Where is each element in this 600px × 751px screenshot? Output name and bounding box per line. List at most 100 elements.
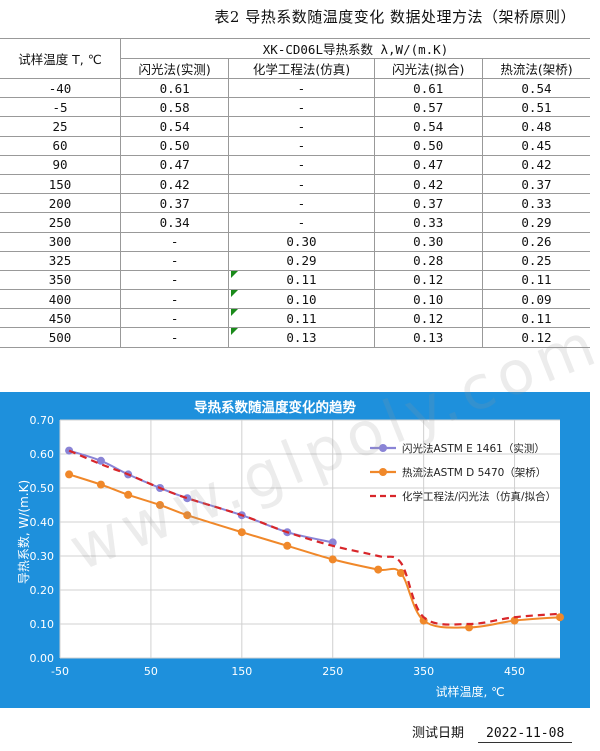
value-cell: 0.34 <box>119 212 229 233</box>
value-cell: - <box>228 97 375 118</box>
data-point-1 <box>374 565 383 574</box>
column-header-heatflow-bridged: 热流法(架桥) <box>481 58 590 79</box>
table-row: 150 0.42-0.42 0.37 <box>0 173 590 195</box>
value-cell: - <box>119 231 229 252</box>
table-row: 400-0.10 0.10 0.09 <box>0 289 590 310</box>
value-cell: 0.48 <box>481 116 590 137</box>
series-line-2 <box>68 449 561 626</box>
value-cell: 0.12 <box>481 327 590 348</box>
value-cell: - <box>119 327 229 348</box>
test-date-value: 2022-11-08 <box>478 726 573 743</box>
legend-label-0: 闪光法ASTM E 1461（实测） <box>402 442 545 455</box>
value-cell: - <box>228 193 375 214</box>
y-tick-label: 0.20 <box>30 584 55 597</box>
data-point-1 <box>396 569 405 577</box>
temperature-cell: 150 <box>0 173 121 195</box>
value-cell: 0.33 <box>481 193 590 214</box>
legend-label-2: 化学工程法/闪光法（仿真/拟合） <box>402 490 556 503</box>
value-cell: 0.50 <box>373 135 483 156</box>
data-point-1 <box>283 541 292 550</box>
value-cell: - <box>228 154 375 175</box>
temperature-cell: 250 <box>0 212 121 233</box>
value-cell: 0.54 <box>481 77 590 99</box>
value-cell: - <box>228 212 375 233</box>
table-row: 300-0.30 0.30 0.26 <box>0 231 590 252</box>
data-point-0 <box>96 456 105 465</box>
data-point-1 <box>465 623 474 632</box>
table-row: 60 0.50-0.50 0.45 <box>0 135 590 156</box>
value-cell: 0.10 <box>228 289 375 310</box>
table-row: 25 0.54-0.54 0.48 <box>0 116 590 137</box>
data-point-1 <box>65 470 74 479</box>
column-header-flash-measured: 闪光法(实测) <box>119 58 229 79</box>
value-cell: - <box>119 250 229 271</box>
x-axis-label: 试样温度, ℃ <box>435 684 504 699</box>
table-row: 250 0.34-0.33 0.29 <box>0 212 590 233</box>
column-header-flash-fitted: 闪光法(拟合) <box>373 58 483 79</box>
value-cell: - <box>119 308 229 329</box>
value-cell: 0.37 <box>481 173 590 195</box>
value-cell: 0.11 <box>481 269 590 291</box>
value-cell: 0.42 <box>373 173 483 195</box>
temperature-cell: -5 <box>0 97 121 118</box>
temperature-cell: -40 <box>0 77 121 99</box>
y-tick-label: 0.40 <box>30 516 55 529</box>
y-tick-label: 0.10 <box>30 618 55 631</box>
test-date-label: 测试日期 <box>412 726 465 741</box>
value-cell: - <box>228 77 375 99</box>
temperature-cell: 300 <box>0 231 121 252</box>
temperature-cell: 325 <box>0 250 121 271</box>
table-row: 500-0.13 0.13 0.12 <box>0 327 590 348</box>
value-cell: 0.29 <box>228 250 375 271</box>
value-cell: 0.57 <box>373 97 483 118</box>
temperature-cell: 60 <box>0 135 121 156</box>
value-cell: 0.51 <box>481 97 590 118</box>
x-tick-label: 250 <box>322 665 343 678</box>
value-cell: 0.47 <box>119 154 229 175</box>
data-point-1 <box>328 555 337 564</box>
temperature-cell: 200 <box>0 193 121 214</box>
y-axis-label: 导热系数, W/(m.K) <box>16 480 31 584</box>
temperature-header: 试样温度 T, ℃ <box>0 38 121 79</box>
value-cell: 0.12 <box>373 269 483 291</box>
value-cell: - <box>228 173 375 195</box>
value-cell: 0.45 <box>481 135 590 156</box>
value-cell: 0.30 <box>373 231 483 252</box>
data-point-1 <box>96 480 105 489</box>
value-cell: 0.42 <box>481 154 590 175</box>
value-cell: 0.30 <box>228 231 375 252</box>
value-cell: - <box>228 135 375 156</box>
value-cell: 0.37 <box>119 193 229 214</box>
x-tick-label: 450 <box>504 665 525 678</box>
value-cell: 0.50 <box>119 135 229 156</box>
test-date: 测试日期 2022-11-08 <box>412 722 573 743</box>
value-cell: 0.61 <box>373 77 483 99</box>
value-cell: 0.26 <box>481 231 590 252</box>
x-tick-label: -50 <box>51 665 69 678</box>
value-cell: 0.29 <box>481 212 590 233</box>
value-cell: 0.33 <box>373 212 483 233</box>
temperature-cell: 500 <box>0 327 121 348</box>
y-tick-label: 0.60 <box>30 448 55 461</box>
legend-label-1: 热流法ASTM D 5470（架桥） <box>402 466 546 479</box>
legend-marker-0 <box>379 444 387 452</box>
table-row: -5 0.58-0.57 0.51 <box>0 97 590 118</box>
value-cell: 0.28 <box>373 250 483 271</box>
table-row: 350-0.11 0.12 0.11 <box>0 269 590 291</box>
value-cell: 0.11 <box>228 308 375 329</box>
chart-title: 导热系数随温度变化的趋势 <box>194 399 356 416</box>
y-tick-label: 0.70 <box>30 414 55 427</box>
temperature-cell: 90 <box>0 154 121 175</box>
x-tick-label: 350 <box>413 665 434 678</box>
y-tick-label: 0.30 <box>30 550 55 563</box>
column-header-chemical-simulated: 化学工程法(仿真) <box>228 58 375 79</box>
temperature-cell: 400 <box>0 289 121 310</box>
value-cell: - <box>228 116 375 137</box>
data-point-0 <box>183 494 192 503</box>
value-cell: 0.42 <box>119 173 229 195</box>
table-row: -40 0.61-0.61 0.54 <box>0 77 590 99</box>
value-cell: 0.47 <box>373 154 483 175</box>
value-cell: 0.25 <box>481 250 590 271</box>
value-cell: 0.54 <box>119 116 229 137</box>
data-point-1 <box>510 616 519 625</box>
